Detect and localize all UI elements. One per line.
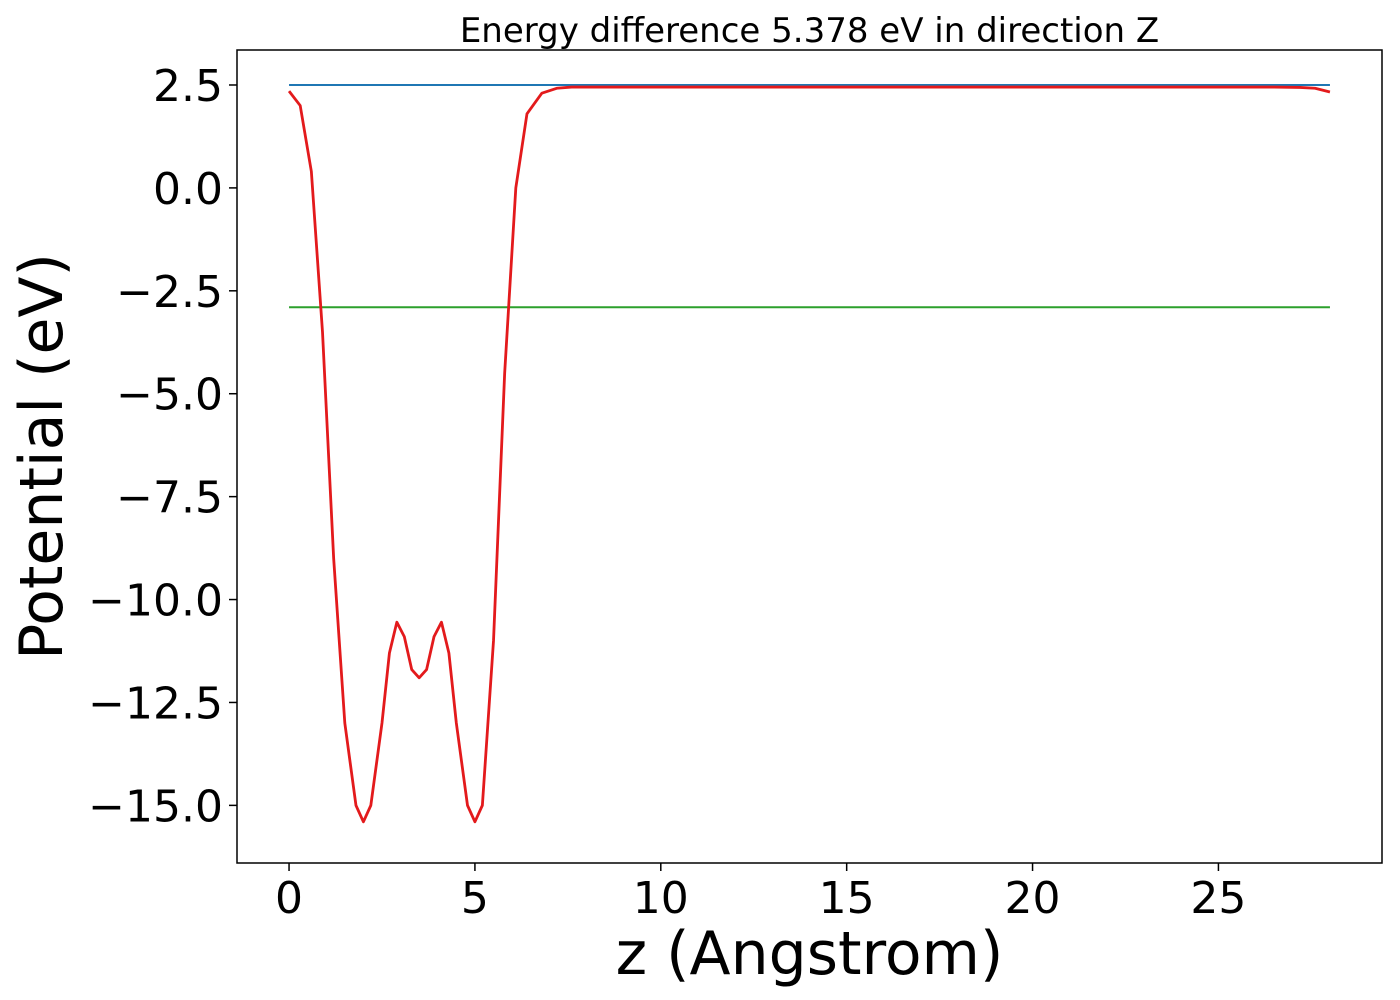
x-tick-label: 0 [275, 873, 303, 924]
y-axis-label: Potential (eV) [7, 253, 77, 660]
y-axis: 2.5 0.0 −2.5 −5.0 −7.5 −10.0 −12.5 −15.0 [88, 61, 237, 832]
y-tick-label: −10.0 [88, 576, 223, 627]
x-tick-label: 10 [633, 873, 689, 924]
x-axis-label: z (Angstrom) [616, 919, 1004, 989]
x-tick-label: 25 [1190, 873, 1246, 924]
x-tick-label: 15 [819, 873, 875, 924]
y-tick-label: −2.5 [116, 267, 223, 318]
chart-title: Energy difference 5.378 eV in direction … [460, 11, 1159, 51]
y-tick-label: −12.5 [88, 678, 223, 729]
y-tick-label: −15.0 [88, 781, 223, 832]
plot-area [287, 83, 1331, 824]
y-tick-label: −5.0 [116, 370, 223, 421]
y-tick-label: 2.5 [153, 61, 223, 112]
x-axis: 0 5 10 15 20 25 [275, 863, 1246, 924]
x-tick-label: 20 [1005, 873, 1061, 924]
y-tick-label: 0.0 [153, 164, 223, 215]
x-tick-label: 5 [461, 873, 489, 924]
y-tick-label: −7.5 [116, 473, 223, 524]
axes-frame [236, 49, 1383, 864]
series-line-3 [287, 85, 1331, 824]
